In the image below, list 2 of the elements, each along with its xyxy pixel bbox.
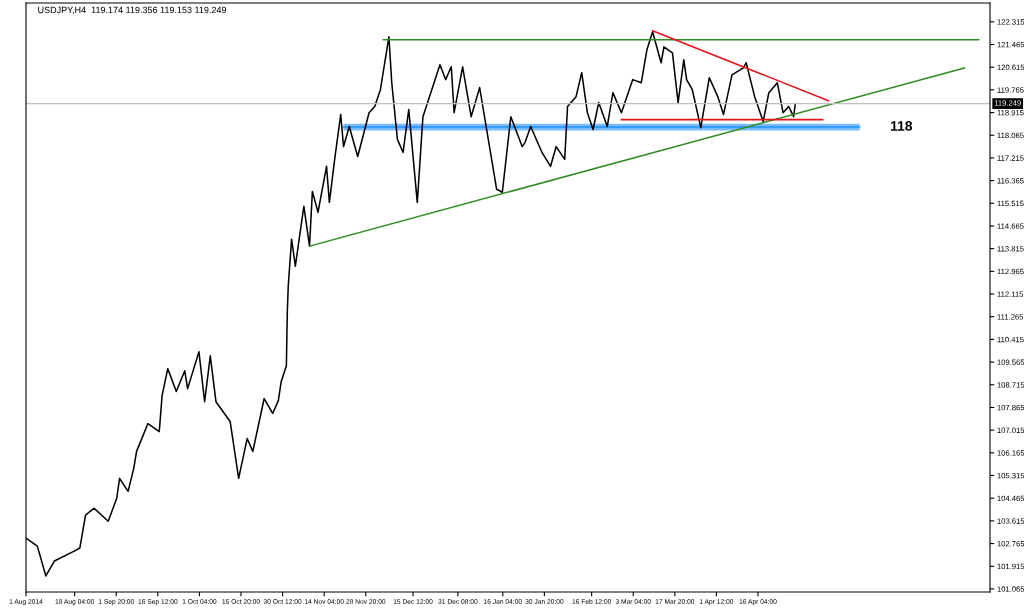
chart-title: USDJPY,H4 119.174 119.356 119.153 119.249 [38,6,227,15]
annotation: 118 [891,120,913,131]
